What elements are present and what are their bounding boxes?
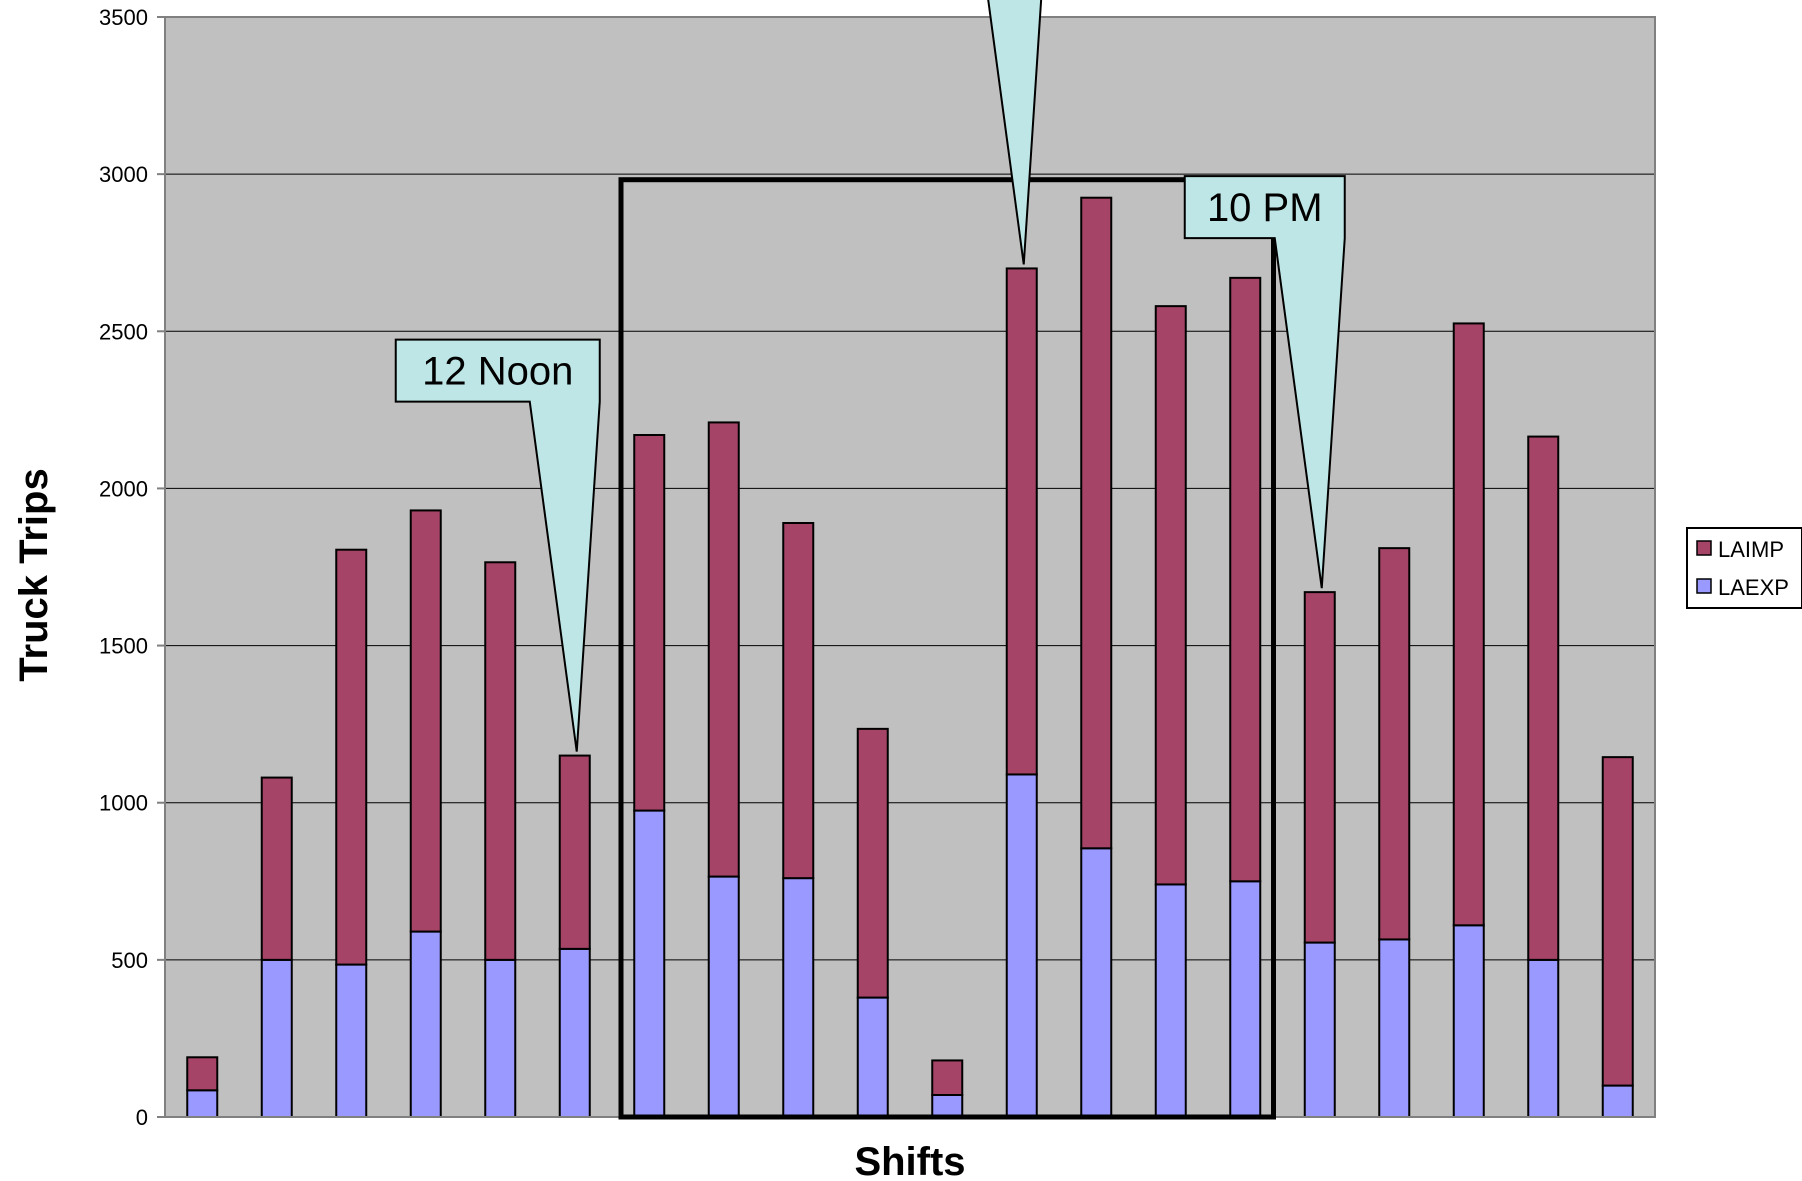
bar-laexp — [558, 947, 591, 1118]
callout: 10 PM — [1183, 175, 1346, 589]
y-tick-label: 1500 — [99, 634, 148, 659]
callout: 12 Noon — [394, 338, 601, 752]
y-axis: 0 500 1000 1500 2000 2500 3000 3500 — [99, 5, 166, 1130]
bar-laexp — [409, 930, 442, 1118]
bar-laimp — [1452, 322, 1485, 927]
bar-laimp — [335, 548, 368, 966]
bar-laexp — [1378, 938, 1411, 1119]
bar-laexp — [1080, 847, 1113, 1118]
bar-laexp — [633, 809, 666, 1118]
bar-laimp — [633, 434, 666, 812]
bar-laimp — [260, 776, 293, 961]
callout-shape — [1183, 175, 1346, 589]
x-axis-title: Shifts — [854, 1140, 965, 1181]
bar-laimp — [1005, 267, 1038, 776]
bar-laimp — [1154, 305, 1187, 886]
bar-laexp — [1229, 880, 1262, 1118]
highlight-box-group — [618, 177, 1276, 1120]
y-tick-label: 1000 — [99, 791, 148, 816]
bar-laexp — [186, 1089, 219, 1119]
y-axis-title: Truck Trips — [12, 468, 56, 681]
bar-laimp — [931, 1059, 964, 1097]
bar-laexp — [707, 875, 740, 1118]
legend-swatch-laimp — [1696, 540, 1712, 556]
bar-laexp — [335, 963, 368, 1118]
highlight-box — [618, 177, 1276, 1120]
legend: LAIMP LAEXP — [1686, 527, 1802, 609]
bar-laexp — [1005, 773, 1038, 1119]
legend-swatch-laexp — [1696, 578, 1712, 594]
bar-laexp — [1154, 883, 1187, 1119]
bar-laimp — [1303, 591, 1336, 944]
bar-laimp — [782, 522, 815, 880]
callout-label: 12 Noon — [422, 350, 573, 394]
bar-laimp — [409, 509, 442, 933]
bar-laimp — [1229, 276, 1262, 883]
callout-label: 10 PM — [1207, 186, 1323, 230]
bar-laimp — [1080, 196, 1113, 850]
bar-laexp — [260, 958, 293, 1118]
legend-label-laexp: LAEXP — [1718, 575, 1789, 600]
y-tick-label: 0 — [136, 1105, 148, 1130]
bars — [186, 196, 1634, 1119]
bar-laimp — [186, 1056, 219, 1092]
callout-shape — [394, 338, 601, 752]
legend-label-laimp: LAIMP — [1718, 537, 1784, 562]
callouts: 12 Noon 6 PM 10 PM — [394, 0, 1346, 752]
bar-laexp — [931, 1094, 964, 1118]
bar-laexp — [1303, 941, 1336, 1118]
y-tick-label: 2000 — [99, 476, 148, 501]
y-tick-label: 2500 — [99, 319, 148, 344]
bar-laimp — [1378, 547, 1411, 941]
y-tick-label: 3000 — [99, 162, 148, 187]
bar-laexp — [856, 996, 889, 1118]
y-tick-label: 500 — [111, 948, 148, 973]
bar-laexp — [782, 877, 815, 1119]
bar-laexp — [484, 958, 517, 1118]
bar-laexp — [1601, 1084, 1634, 1118]
bar-laimp — [707, 421, 740, 878]
bar-laimp — [558, 754, 591, 950]
bar-laexp — [1527, 958, 1560, 1118]
bar-laexp — [1452, 924, 1485, 1118]
y-tick-label: 3500 — [99, 5, 148, 30]
bar-laimp — [856, 727, 889, 999]
bar-laimp — [1601, 756, 1634, 1087]
bar-laimp — [1527, 435, 1560, 961]
bar-laimp — [484, 561, 517, 961]
callout: 6 PM — [987, 0, 1043, 265]
callout-shape — [987, 0, 1043, 265]
